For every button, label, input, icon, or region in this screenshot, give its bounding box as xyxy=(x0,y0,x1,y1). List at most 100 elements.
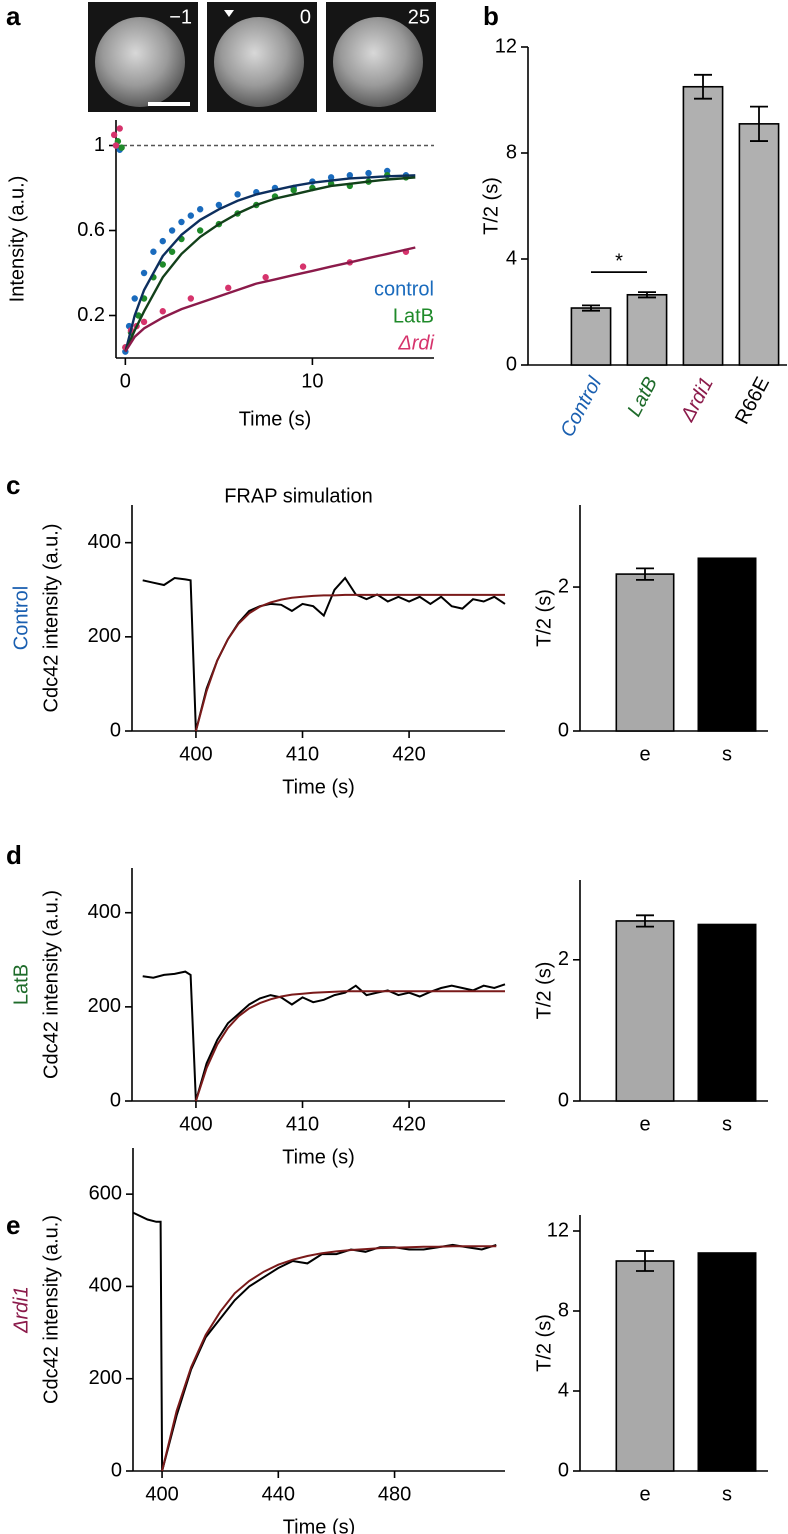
x-tick-label: e xyxy=(639,1113,650,1135)
fit-line xyxy=(124,174,416,352)
data-point xyxy=(327,174,335,181)
trace-line xyxy=(142,576,506,732)
data-point xyxy=(159,308,166,315)
x-tick-label: LatB xyxy=(623,373,662,420)
data-point xyxy=(225,284,232,292)
data-point xyxy=(168,227,176,234)
panel-label: b xyxy=(483,1,499,31)
y-tick-label: 8 xyxy=(558,1299,569,1321)
bar xyxy=(615,1260,675,1472)
y-axis-label: T/2 (s) xyxy=(533,589,555,647)
x-axis-label: Time (s) xyxy=(282,776,355,798)
data-point xyxy=(131,295,138,302)
x-tick-label: 410 xyxy=(286,1113,319,1135)
data-point xyxy=(187,212,195,219)
cell xyxy=(95,17,185,107)
y-tick-label: 200 xyxy=(88,625,121,647)
bar xyxy=(570,307,612,366)
y-axis-label: Cdc42 intensity (a.u.) xyxy=(40,524,62,713)
trace-line xyxy=(161,1245,497,1472)
x-tick-label: 400 xyxy=(179,1113,212,1135)
y-tick-label: 200 xyxy=(88,995,121,1017)
data-point xyxy=(234,191,241,198)
y-tick-label: 2 xyxy=(558,948,569,970)
trace-line xyxy=(194,593,505,732)
y-tick-label: 0.2 xyxy=(77,304,105,326)
x-tick-label: 0 xyxy=(120,370,131,392)
y-tick-label: 600 xyxy=(89,1182,122,1204)
y-tick-label: 12 xyxy=(495,35,517,57)
x-tick-label: s xyxy=(722,743,732,765)
x-tick-label: R66E xyxy=(731,373,774,428)
y-axis-label: Cdc42 intensity (a.u.) xyxy=(40,1215,62,1404)
x-axis-label: Time (s) xyxy=(239,408,312,430)
x-axis-label: Time (s) xyxy=(282,1146,355,1168)
chart-title: FRAP simulation xyxy=(224,485,373,507)
y-tick-label: 0 xyxy=(558,1089,569,1111)
trace-line xyxy=(194,990,505,1102)
data-point xyxy=(262,274,269,281)
data-point xyxy=(215,201,223,209)
y-tick-label: 0 xyxy=(111,1459,122,1481)
bar xyxy=(626,293,668,366)
data-point xyxy=(196,227,204,234)
y-axis-label: T/2 (s) xyxy=(533,1314,555,1372)
row-label: Control xyxy=(10,586,32,650)
y-tick-label: 0 xyxy=(110,719,121,741)
row-label: Δrdi1 xyxy=(10,1286,32,1334)
bar xyxy=(615,920,675,1102)
trace-line xyxy=(142,970,506,1102)
y-tick-label: 2 xyxy=(558,575,569,597)
data-point xyxy=(168,248,176,255)
x-tick-label: 400 xyxy=(145,1483,178,1505)
x-tick-label: 10 xyxy=(301,370,323,392)
y-tick-label: 0 xyxy=(558,1459,569,1481)
x-tick-label: Control xyxy=(556,373,606,441)
x-axis-label: Time (s) xyxy=(283,1516,356,1534)
micrographs: −1 0 25 xyxy=(88,2,436,112)
image-label: −1 xyxy=(169,6,192,28)
bar xyxy=(738,123,780,366)
y-axis-label: Intensity (a.u.) xyxy=(6,176,28,303)
x-tick-label: e xyxy=(639,743,650,765)
data-point xyxy=(140,269,148,277)
y-tick-label: 400 xyxy=(88,531,121,553)
data-point xyxy=(159,261,166,268)
data-point xyxy=(116,125,123,132)
data-point xyxy=(290,186,297,194)
bleach-arrowhead xyxy=(224,10,234,17)
y-axis-label: T/2 (s) xyxy=(533,962,555,1020)
legend-label: Δrdi xyxy=(397,332,434,354)
cell xyxy=(333,17,423,107)
bar xyxy=(697,923,757,1102)
y-tick-label: 1 xyxy=(94,134,105,156)
fit-line xyxy=(124,246,416,353)
x-tick-label: Δrdi1 xyxy=(676,373,718,426)
y-tick-label: 400 xyxy=(88,901,121,923)
data-point xyxy=(159,237,166,245)
panel-label: e xyxy=(6,1210,20,1240)
x-tick-label: 420 xyxy=(392,1113,425,1135)
trace-line xyxy=(132,1211,497,1472)
panel-label: c xyxy=(6,470,20,500)
significance-label: * xyxy=(615,250,623,272)
x-tick-label: s xyxy=(722,1483,732,1505)
y-tick-label: 12 xyxy=(547,1219,569,1241)
data-point xyxy=(110,131,118,139)
y-tick-label: 4 xyxy=(506,247,517,269)
image-label: 0 xyxy=(300,6,311,28)
y-tick-label: 0.6 xyxy=(77,219,105,241)
bar xyxy=(682,85,724,366)
y-tick-label: 200 xyxy=(89,1367,122,1389)
data-point xyxy=(346,172,354,179)
data-point xyxy=(140,318,148,326)
data-point xyxy=(196,206,204,213)
y-tick-label: 0 xyxy=(506,353,517,375)
data-point xyxy=(118,144,125,151)
data-point xyxy=(178,218,185,226)
x-tick-label: 480 xyxy=(378,1483,411,1505)
panel-label: a xyxy=(6,1,21,31)
data-point xyxy=(365,169,372,177)
legend-label: control xyxy=(374,278,434,300)
